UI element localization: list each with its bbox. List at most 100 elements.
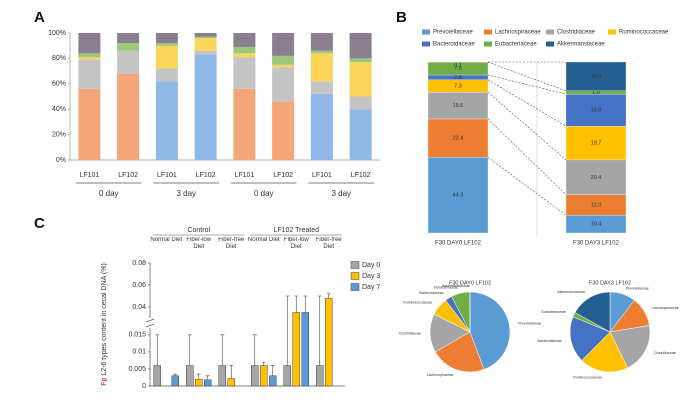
value-label: 0.1 xyxy=(454,62,462,68)
pie-label: Akkermansiaceae xyxy=(442,284,470,288)
y-tick-label: 0.01 xyxy=(132,349,146,356)
pie-label: Lachnospiraceae xyxy=(652,306,679,310)
value-label: 10.4 xyxy=(591,222,602,228)
bar-segment xyxy=(156,46,178,69)
x-tick-label: F30 DAY3 LF102 xyxy=(573,241,620,247)
group-label: 0 day xyxy=(254,189,274,198)
pie-label: Lachnospiraceae xyxy=(427,373,454,377)
bar-segment xyxy=(233,47,255,53)
bar-segment xyxy=(350,58,372,62)
group-label: Control xyxy=(187,227,210,234)
category-label: Fiber-low Diet xyxy=(183,237,216,251)
legend-swatch xyxy=(422,42,430,47)
group-label: 3 day xyxy=(176,189,196,198)
legend-swatch xyxy=(422,30,430,35)
x-tick-label: LF102 xyxy=(273,172,293,179)
y-axis-title: Fp L2-6 types content in cecal DNA (%) xyxy=(101,263,108,386)
legend-label: Bacteroidaceae xyxy=(433,42,475,48)
box xyxy=(219,366,226,386)
pie-label: Ruminococcaceae xyxy=(403,301,432,305)
bar-segment xyxy=(350,109,372,160)
y-tick-label: 0.08 xyxy=(132,260,146,267)
x-tick-label: LF101 xyxy=(79,172,99,179)
legend-label: Eubacteriaceae xyxy=(495,42,537,48)
pie-label: Bacteroidaceae xyxy=(538,339,562,343)
bar-segment xyxy=(78,89,100,160)
x-tick-label: LF101 xyxy=(157,172,177,179)
pie-label: Ruminococcaceae xyxy=(573,375,602,379)
legend-label: Day 7 xyxy=(362,284,380,291)
bar-segment xyxy=(78,57,100,60)
category-label: Fiber-free Diet xyxy=(215,237,248,251)
category-label: Fiber-low Diet xyxy=(280,237,313,251)
category-label: Fiber-free Diet xyxy=(313,237,346,251)
value-label: 44.3 xyxy=(453,193,464,199)
bar-segment xyxy=(272,65,294,68)
bar-segment xyxy=(233,53,255,57)
bar-segment xyxy=(117,33,139,43)
x-tick-label: LF102 xyxy=(196,172,216,179)
value-label: 12.0 xyxy=(591,202,602,208)
box xyxy=(228,378,235,386)
panel-letter: A xyxy=(34,9,45,26)
category-label: Normal Diet xyxy=(150,237,183,244)
pie-label: Prevotellaceae xyxy=(626,286,649,290)
legend-label: Clostridiaceae xyxy=(557,30,596,36)
group-label: LF102 Treated xyxy=(273,227,319,234)
box xyxy=(284,366,291,386)
box xyxy=(293,313,300,387)
legend-label: Akkermansiaceae xyxy=(557,42,605,48)
value-label: 19.7 xyxy=(591,141,602,147)
bar-segment xyxy=(195,33,217,37)
bar-segment xyxy=(195,55,217,160)
y-tick-label: 60% xyxy=(52,81,66,88)
bar-segment xyxy=(272,56,294,65)
bar-segment xyxy=(78,60,100,89)
value-label: 7.3 xyxy=(454,83,462,89)
bar-segment xyxy=(350,33,372,58)
y-tick-label: 80% xyxy=(52,55,66,62)
category-label-box: Fiber-free Diet xyxy=(313,237,346,257)
bar-segment xyxy=(156,33,178,43)
bar-segment xyxy=(311,51,333,54)
bar-segment xyxy=(195,38,217,51)
y-tick-label: 0 xyxy=(142,383,146,390)
y-tick-label: 0% xyxy=(56,157,66,164)
bar-segment xyxy=(78,33,100,53)
bar-segment xyxy=(156,43,178,46)
category-label-box: Fiber-free Diet xyxy=(215,237,248,257)
pie-label: Clostridiaceae xyxy=(399,331,421,335)
bar-segment xyxy=(117,74,139,160)
value-label: 20.4 xyxy=(591,175,602,181)
y-tick-label: 100% xyxy=(48,30,66,37)
box xyxy=(269,376,276,386)
bar-segment xyxy=(272,67,294,101)
panel-letter: B xyxy=(396,9,407,26)
category-label-box: Normal Diet xyxy=(150,237,183,257)
group-label: 0 day xyxy=(99,189,119,198)
x-tick-label: LF102 xyxy=(118,172,138,179)
bar-segment xyxy=(195,37,217,38)
bar-segment xyxy=(311,53,333,81)
y-tick-label: 20% xyxy=(52,131,66,138)
box xyxy=(186,366,193,386)
y-tick-label: 0.04 xyxy=(132,304,146,311)
bar-segment xyxy=(311,94,333,160)
pie-label: Bacteroidaceae xyxy=(419,291,443,295)
bar-segment xyxy=(156,69,178,82)
box xyxy=(154,366,161,386)
legend-swatch xyxy=(351,273,359,280)
value-label: 15.6 xyxy=(453,103,464,109)
y-tick-label: 0.005 xyxy=(128,366,146,373)
value-label: 22.4 xyxy=(453,136,464,142)
bar-segment xyxy=(78,53,100,57)
legend-swatch xyxy=(484,42,492,47)
bar-segment xyxy=(233,33,255,47)
legend-swatch xyxy=(484,30,492,35)
bar-segment xyxy=(195,51,217,55)
legend-label: Ruminococcaceae xyxy=(619,30,669,36)
x-tick-label: LF101 xyxy=(312,172,332,179)
y-tick-label: 0.06 xyxy=(132,282,146,289)
bar-segment xyxy=(350,97,372,110)
